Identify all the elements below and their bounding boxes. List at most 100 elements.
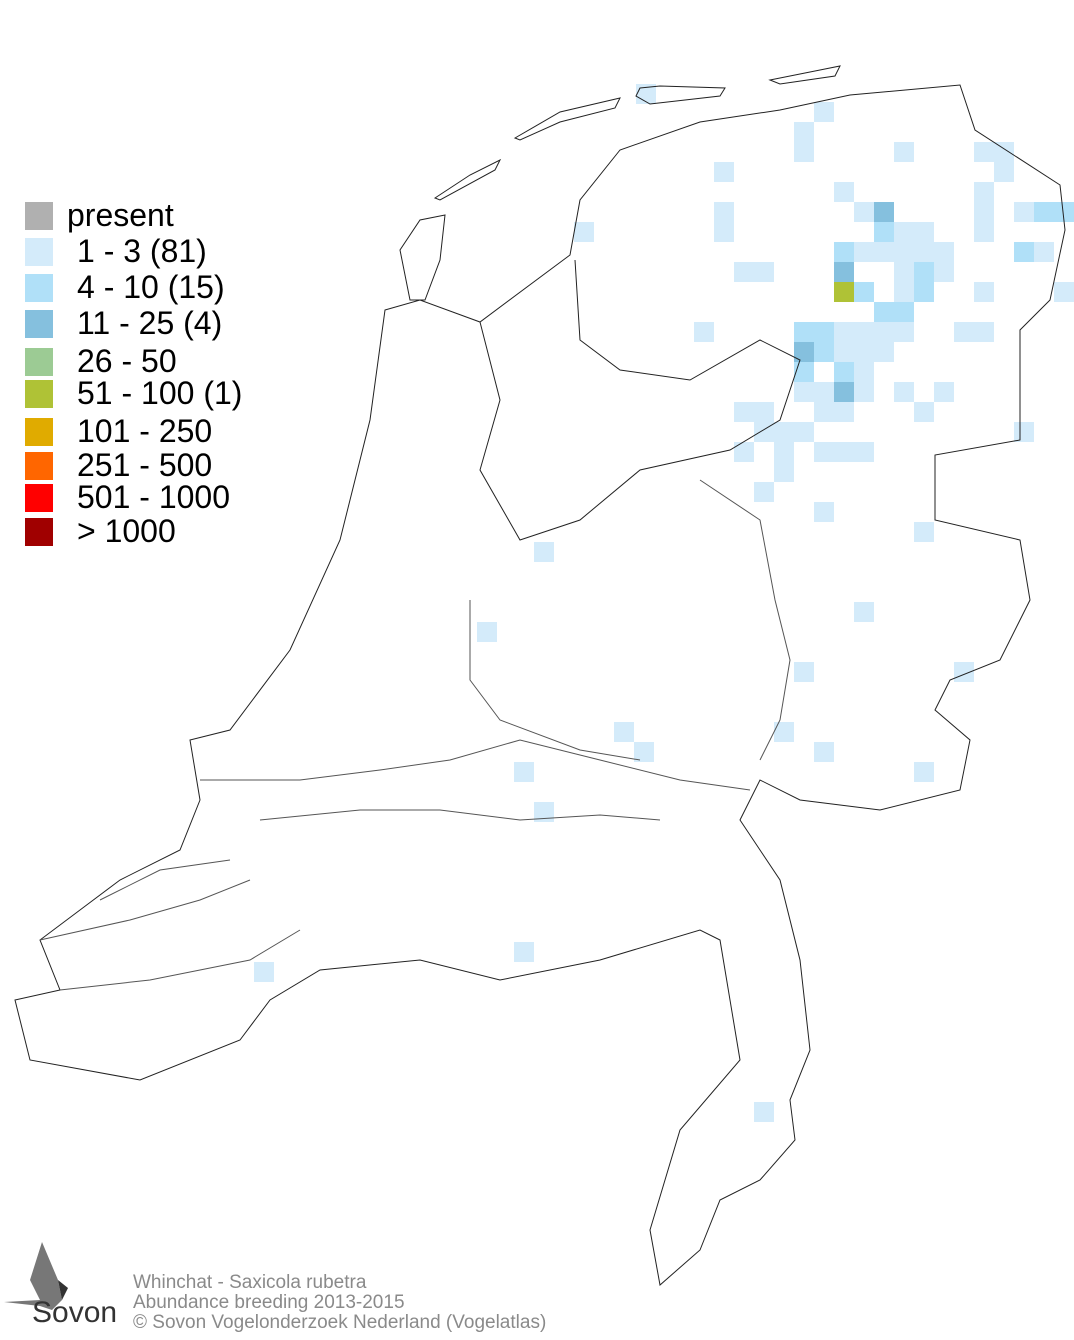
grid-cell (814, 102, 834, 122)
grid-cell (894, 142, 914, 162)
legend-label: > 1000 (77, 513, 176, 549)
grid-cell (794, 382, 814, 402)
grid-cell (934, 382, 954, 402)
grid-cell (974, 322, 994, 342)
grid-cell (894, 302, 914, 322)
grid-cell (834, 342, 854, 362)
map-caption: Whinchat - Saxicola rubetra Abundance br… (133, 1273, 546, 1333)
grid-cell (834, 402, 854, 422)
grid-cell (794, 362, 814, 382)
netherlands-outline (14, 84, 1066, 1286)
grid-cell (1054, 282, 1074, 302)
map-subtitle: Abundance breeding 2013-2015 (133, 1292, 405, 1313)
species-name: Whinchat - Saxicola rubetra (133, 1272, 367, 1293)
grid-cell (854, 202, 874, 222)
legend-label: 26 - 50 (77, 343, 177, 379)
legend-swatch (25, 274, 53, 302)
grid-cell (854, 322, 874, 342)
schiermonnikoog-island (768, 65, 841, 85)
grid-cell (734, 442, 754, 462)
grid-cell (834, 182, 854, 202)
grid-cell (534, 802, 554, 822)
grid-cell (914, 242, 934, 262)
grid-cell (754, 262, 774, 282)
grid-cell (814, 342, 834, 362)
grid-cell (814, 402, 834, 422)
grid-cell (914, 222, 934, 242)
grid-cell (1014, 242, 1034, 262)
grid-cell (974, 142, 994, 162)
grid-cell (854, 282, 874, 302)
grid-cell (954, 662, 974, 682)
grid-cell (934, 242, 954, 262)
legend-swatch (25, 238, 53, 266)
grid-cell (714, 162, 734, 182)
grid-cell (794, 122, 814, 142)
legend-swatch (25, 348, 53, 376)
grid-cell (854, 442, 874, 462)
legend-label: 11 - 25 (4) (77, 305, 223, 341)
legend-label: 51 - 100 (1) (77, 375, 243, 411)
grid-cell (254, 962, 274, 982)
map-outlines (14, 65, 1066, 1286)
grid-cell (814, 322, 834, 342)
grid-cell (874, 322, 894, 342)
grid-cell (834, 242, 854, 262)
grid-cell (1034, 242, 1054, 262)
grid-cell (834, 442, 854, 462)
grid-cell (834, 282, 854, 302)
grid-cell (694, 322, 714, 342)
grid-cell (714, 222, 734, 242)
grid-cell (974, 182, 994, 202)
grid-cell (974, 202, 994, 222)
grid-cell (794, 142, 814, 162)
grid-cell (894, 282, 914, 302)
grid-cell (1014, 202, 1034, 222)
grid-cell (914, 262, 934, 282)
grid-cell (834, 322, 854, 342)
grid-cell (874, 222, 894, 242)
grid-cell (774, 722, 794, 742)
grid-cell (794, 662, 814, 682)
legend-label: 501 - 1000 (77, 479, 231, 515)
grid-cell (974, 282, 994, 302)
legend-swatch (25, 418, 53, 446)
grid-cell (814, 742, 834, 762)
terschelling-island (513, 97, 621, 141)
grid-cell (634, 742, 654, 762)
legend-label: 1 - 3 (81) (77, 233, 207, 269)
grid-cell (774, 462, 794, 482)
grid-cell (854, 382, 874, 402)
legend-label: 4 - 10 (15) (77, 269, 225, 305)
copyright: © Sovon Vogelonderzoek Nederland (Vogela… (133, 1312, 547, 1333)
ijsselmeer-outline (479, 259, 801, 541)
grid-cell (894, 382, 914, 402)
grid-cell (874, 202, 894, 222)
grid-cell (814, 442, 834, 462)
grid-cell (914, 402, 934, 422)
grid-cell (714, 202, 734, 222)
vlieland-island (433, 158, 502, 201)
grid-cell (1034, 202, 1054, 222)
grid-cell (574, 222, 594, 242)
grid-cell (894, 222, 914, 242)
legend-swatch (25, 518, 53, 546)
grid-cell (934, 262, 954, 282)
legend-swatch (25, 202, 53, 230)
texel-island (399, 214, 446, 301)
grid-cell (914, 762, 934, 782)
grid-cell (1054, 202, 1074, 222)
grid-cell (854, 602, 874, 622)
grid-cell (734, 262, 754, 282)
logo-text: Sovon (32, 1296, 118, 1329)
grid-cell (834, 362, 854, 382)
grid-cell (534, 542, 554, 562)
grid-cell (854, 362, 874, 382)
grid-cell (894, 262, 914, 282)
grid-cells (254, 84, 1074, 1122)
legend-swatch (25, 452, 53, 480)
grid-cell (514, 942, 534, 962)
grid-cell (794, 322, 814, 342)
grid-cell (894, 322, 914, 342)
grid-cell (874, 302, 894, 322)
